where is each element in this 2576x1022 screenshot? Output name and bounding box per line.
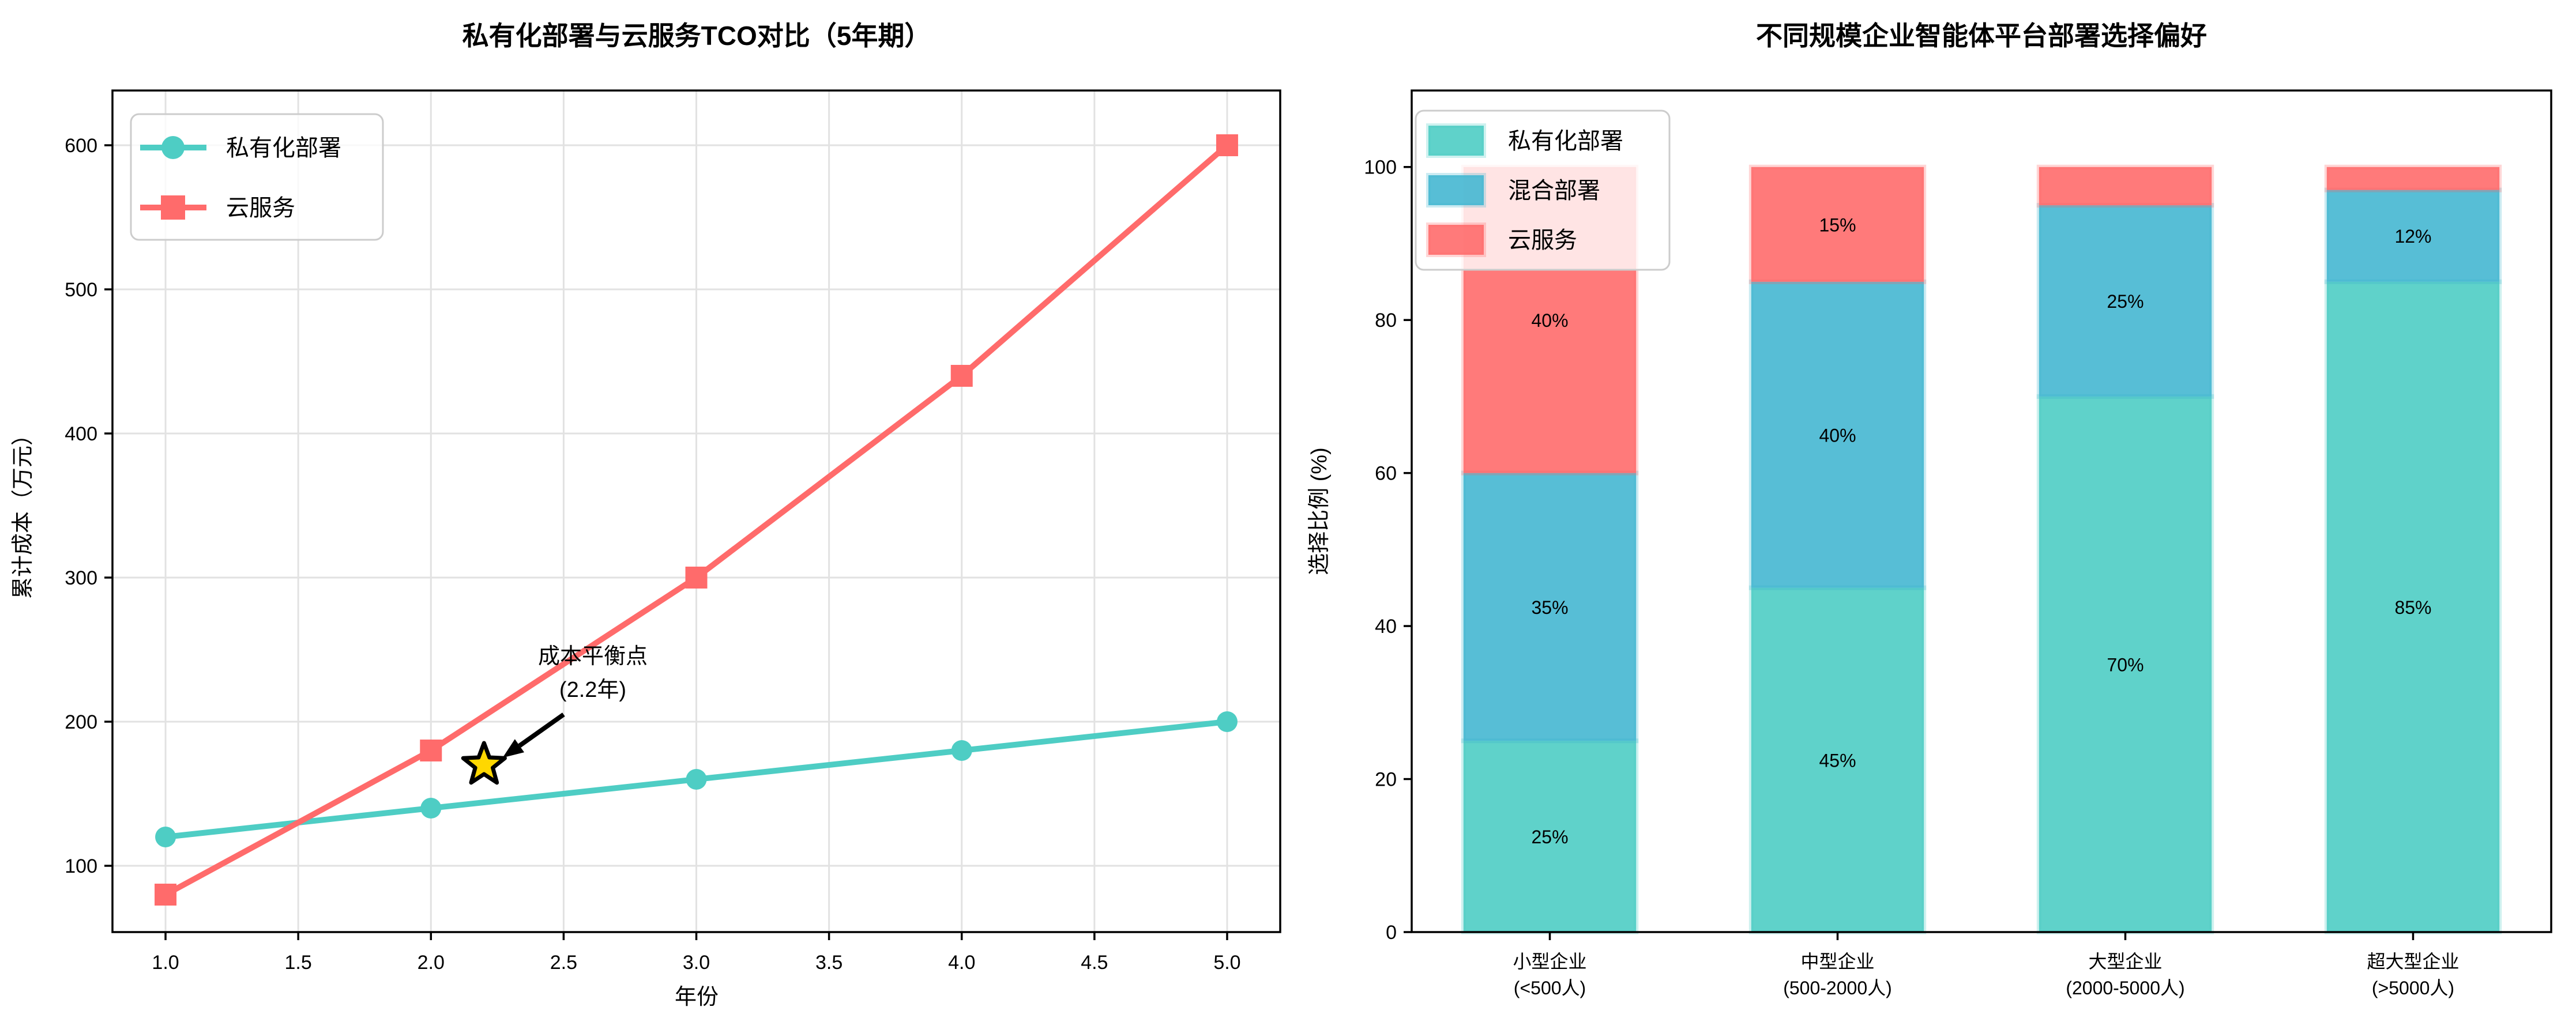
right-yaxis-label: 选择比例 (%) xyxy=(1307,447,1332,575)
bar-segment xyxy=(1748,585,1927,934)
data-point-square xyxy=(1216,134,1238,156)
category-label-line1: 超大型企业 xyxy=(2367,951,2459,972)
bar-percent-label: 25% xyxy=(1531,827,1568,847)
data-point-circle xyxy=(155,827,176,847)
bar-segment xyxy=(1461,738,1639,934)
data-point-circle xyxy=(951,740,972,761)
bar-percent-label: 15% xyxy=(1819,214,1856,235)
y-tick-label: 600 xyxy=(65,135,97,157)
bar-segment xyxy=(2036,394,2214,934)
category-label-line2: (500-2000人) xyxy=(1783,978,1892,998)
x-tick-label: 2.0 xyxy=(418,952,445,974)
bar-percent-label: 12% xyxy=(2394,226,2431,247)
bar-segment xyxy=(2324,279,2502,934)
x-tick-label: 1.0 xyxy=(152,952,179,974)
category-label-line1: 大型企业 xyxy=(2088,951,2162,972)
bar-segment xyxy=(1748,164,1927,284)
category-label-line2: (<500人) xyxy=(1514,978,1586,998)
bar-segment xyxy=(2036,164,2214,208)
y-tick-label: 300 xyxy=(65,567,97,589)
axes-spine xyxy=(1411,89,2552,933)
x-tick-label: 4.0 xyxy=(948,952,975,974)
annotation-text-line1: 成本平衡点 xyxy=(538,644,648,669)
y-tick-label: 500 xyxy=(65,279,97,301)
y-tick-label: 80 xyxy=(1375,310,1397,331)
right-chart-stacked-bar: 25% 35% 40% 45% 40% 15% 70% 25% 85% 12% 0 20 40 60 80 1… xyxy=(1364,89,2552,998)
legend-marker-circle xyxy=(161,136,185,159)
annotation-arrow-shaft xyxy=(518,712,565,748)
right-chart-title: 不同规模企业智能体平台部署选择偏好 xyxy=(1756,21,2207,51)
y-tick-label: 20 xyxy=(1375,769,1397,791)
category-label-line2: (2000-5000人) xyxy=(2066,978,2184,998)
y-tick-label: 200 xyxy=(65,711,97,733)
x-tick-label: 5.0 xyxy=(1213,952,1240,974)
legend-label: 私有化部署 xyxy=(226,135,341,161)
annotation-text-line2: (2.2年) xyxy=(559,678,626,702)
bar-percent-label: 40% xyxy=(1531,310,1568,331)
bar-segment xyxy=(2324,164,2502,193)
data-point-square xyxy=(155,884,177,906)
left-yaxis-label: 累计成本（万元） xyxy=(11,424,35,599)
x-tick-label: 3.5 xyxy=(815,952,843,974)
category-label-line1: 中型企业 xyxy=(1800,951,1874,972)
bar-segment xyxy=(2036,203,2214,399)
y-tick-label: 40 xyxy=(1375,616,1397,638)
legend-marker-square xyxy=(161,195,185,220)
legend-patch xyxy=(1426,173,1486,208)
data-point-square xyxy=(685,567,708,589)
data-point-circle xyxy=(686,769,707,790)
left-chart-line-tco: 100 200 300 400 500 600 1.0 1.5 2.0 2.5 3.0 3.5 4.0 4… xyxy=(65,89,1281,974)
legend-box xyxy=(130,113,384,241)
x-tick-label: 4.5 xyxy=(1081,952,1108,974)
x-tick-label: 2.5 xyxy=(550,952,577,974)
data-point-square xyxy=(950,365,973,387)
bar-percent-label: 35% xyxy=(1531,597,1568,618)
y-tick-label: 400 xyxy=(65,423,97,445)
bar-percent-label: 70% xyxy=(2107,654,2143,675)
x-tick-label: 3.0 xyxy=(683,952,710,974)
legend-patch xyxy=(1426,123,1486,158)
legend-label: 云服务 xyxy=(1508,228,1577,253)
annotation-arrow-head xyxy=(502,739,525,758)
data-point-square xyxy=(420,740,442,761)
legend-label: 私有化部署 xyxy=(1508,129,1623,154)
category-label-line2: (>5000人) xyxy=(2372,978,2454,998)
y-tick-label: 100 xyxy=(65,855,97,877)
category-label-line1: 小型企业 xyxy=(1513,951,1587,972)
data-point-circle xyxy=(1216,711,1238,732)
left-chart-title: 私有化部署与云服务TCO对比（5年期） xyxy=(462,21,931,51)
bar-percent-label: 85% xyxy=(2394,597,2431,618)
bar-percent-label: 25% xyxy=(2107,291,2143,312)
bar-percent-label: 45% xyxy=(1819,750,1856,771)
data-point-circle xyxy=(420,798,442,819)
y-tick-label: 0 xyxy=(1386,922,1397,944)
x-tick-label: 1.5 xyxy=(285,952,312,974)
legend-label: 混合部署 xyxy=(1508,178,1600,203)
y-tick-label: 100 xyxy=(1364,157,1397,179)
legend-label: 云服务 xyxy=(226,195,295,221)
left-xaxis-label: 年份 xyxy=(675,985,719,1009)
legend-patch xyxy=(1426,222,1486,257)
bar-percent-label: 40% xyxy=(1819,425,1856,446)
breakeven-star-marker xyxy=(461,741,507,785)
y-tick-label: 60 xyxy=(1375,463,1397,485)
